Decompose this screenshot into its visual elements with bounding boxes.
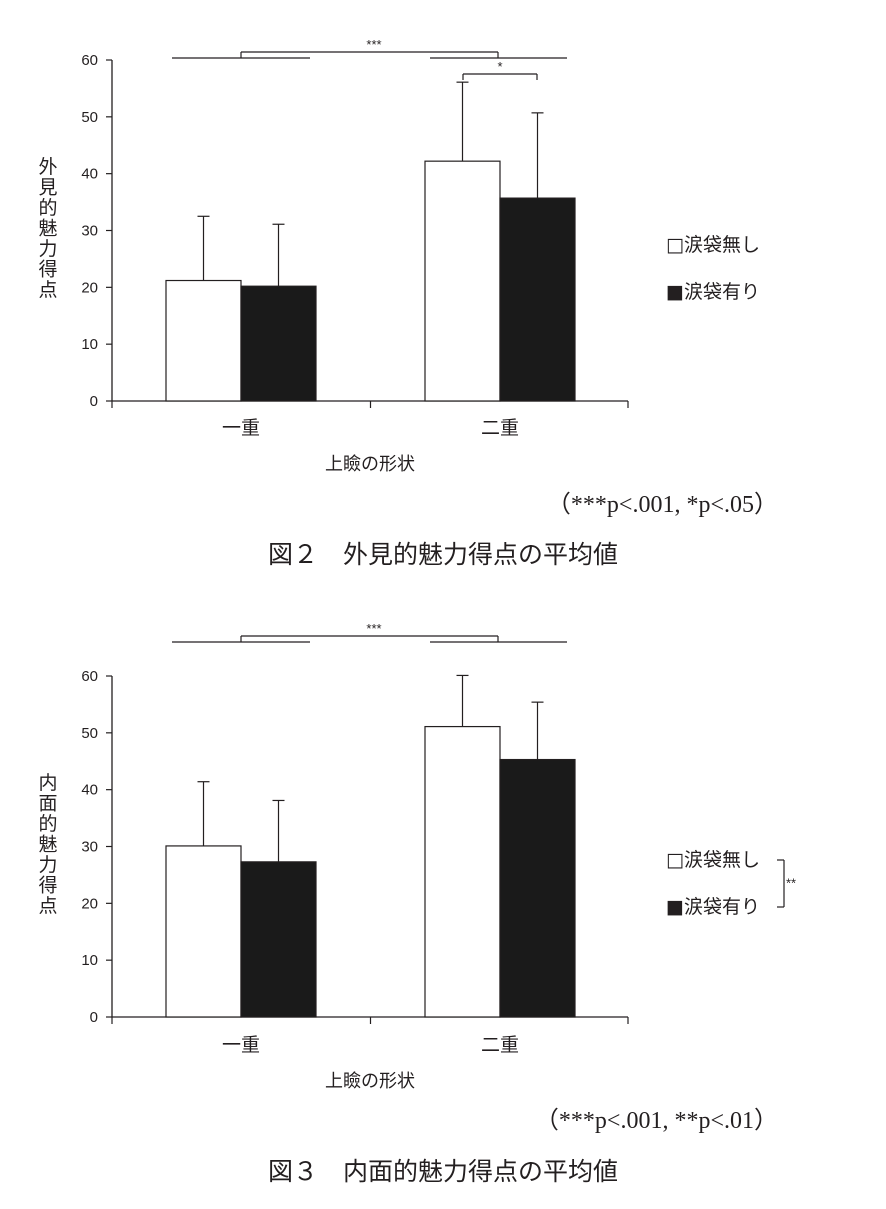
legend-label-no-tearbag: 涙袋無し (684, 848, 760, 871)
legend-label-no-tearbag: 涙袋無し (684, 233, 760, 256)
significance-note: （***p<.001, **p<.01） (535, 1108, 778, 1134)
category-label-group: 一重 二重 (222, 1034, 519, 1056)
y-tick-label-50: 50 (81, 725, 98, 742)
x-axis-label: 上瞼の形状 (325, 454, 415, 475)
figure-3: 0 10 20 30 40 50 60 一重 二重 上瞼の形状 内面的魅力得点 *** **… (38, 621, 796, 1186)
y-axis-label-char: 力 (38, 854, 57, 876)
y-axis-label: 内面的魅力得点 (38, 772, 57, 917)
y-axis-label-char: 力 (38, 238, 57, 260)
y-axis-label-char: 内 (38, 772, 57, 794)
y-tick-label-30: 30 (81, 839, 98, 856)
y-tick-label-30: 30 (81, 223, 98, 240)
y-tick-group: 0 10 20 30 40 50 60 (81, 668, 112, 1026)
bar-一重-涙袋無し (165, 279, 242, 402)
y-axis-label-char: 外 (38, 156, 57, 178)
y-tick-label-10: 10 (81, 336, 98, 353)
category-label-double-lid: 二重 (481, 417, 519, 439)
y-axis-label-char: 見 (38, 177, 57, 199)
y-tick-label-10: 10 (81, 952, 98, 969)
significance-note: （***p<.001, *p<.05） (547, 492, 778, 518)
legend-item-no-tearbag: □涙袋無し (666, 848, 760, 871)
y-axis-label-char: 的 (38, 813, 57, 835)
y-tick-group: 0 10 20 30 40 50 60 (81, 52, 112, 410)
legend-marker-tearbag: ■ (666, 896, 684, 918)
significance-label-tearbag: * (497, 59, 502, 74)
legend-item-tearbag: ■涙袋有り (666, 895, 760, 918)
x-axis-label: 上瞼の形状 (325, 1071, 415, 1092)
bar-group (165, 725, 576, 1018)
legend-marker-tearbag: ■ (666, 281, 684, 303)
y-axis-label-char: 点 (38, 279, 57, 301)
legend: □涙袋無し ■涙袋有り (666, 233, 760, 303)
legend-item-tearbag: ■涙袋有り (666, 280, 760, 303)
legend: □涙袋無し ■涙袋有り (666, 848, 760, 918)
bar-二重-涙袋有り (499, 197, 576, 402)
legend-label-tearbag: 涙袋有り (684, 895, 760, 918)
legend-label-tearbag: 涙袋有り (684, 280, 760, 303)
y-axis-label-char: 魅 (38, 834, 57, 856)
y-axis-label-char: 点 (38, 895, 57, 917)
y-tick-label-60: 60 (81, 668, 98, 685)
significance-brackets: *** * (172, 37, 567, 80)
category-label-single-lid: 一重 (222, 417, 260, 439)
y-axis-label-char: 面 (38, 793, 57, 815)
legend-item-no-tearbag: □涙袋無し (666, 233, 760, 256)
error-bar-group (197, 81, 544, 287)
x-tick-group (111, 401, 629, 408)
y-axis-label-char: 魅 (38, 218, 57, 240)
bar-group (165, 160, 576, 402)
y-tick-label-20: 20 (81, 279, 98, 296)
significance-label-tearbag: ** (786, 876, 796, 891)
bar-一重-涙袋有り (240, 861, 317, 1018)
figure-caption: 図３ 内面的魅力得点の平均値 (268, 1157, 618, 1186)
bar-二重-涙袋無し (424, 160, 501, 402)
bar-一重-涙袋無し (165, 845, 242, 1018)
y-tick-label-20: 20 (81, 895, 98, 912)
y-tick-label-0: 0 (90, 393, 98, 410)
y-axis-label-char: 的 (38, 197, 57, 219)
y-tick-label-40: 40 (81, 782, 98, 799)
category-label-double-lid: 二重 (481, 1034, 519, 1056)
error-bar-group (197, 674, 544, 862)
y-axis-label-char: 得 (38, 259, 57, 281)
significance-label-shape: *** (366, 37, 381, 52)
category-label-single-lid: 一重 (222, 1034, 260, 1056)
bar-一重-涙袋有り (240, 285, 317, 402)
y-tick-label-50: 50 (81, 109, 98, 126)
bar-二重-涙袋有り (499, 758, 576, 1018)
y-tick-label-0: 0 (90, 1009, 98, 1026)
category-label-group: 一重 二重 (222, 417, 519, 439)
y-axis-label-char: 得 (38, 875, 57, 897)
y-axis-label: 外見的魅力得点 (38, 156, 57, 301)
x-tick-group (111, 1017, 629, 1024)
significance-brackets: *** ** (172, 621, 796, 908)
legend-marker-no-tearbag: □ (666, 234, 684, 256)
figure-caption: 図２ 外見的魅力得点の平均値 (268, 540, 618, 569)
legend-marker-no-tearbag: □ (666, 849, 684, 871)
bar-二重-涙袋無し (424, 725, 501, 1018)
y-tick-label-60: 60 (81, 52, 98, 69)
significance-label-shape: *** (366, 621, 381, 636)
y-tick-label-40: 40 (81, 166, 98, 183)
